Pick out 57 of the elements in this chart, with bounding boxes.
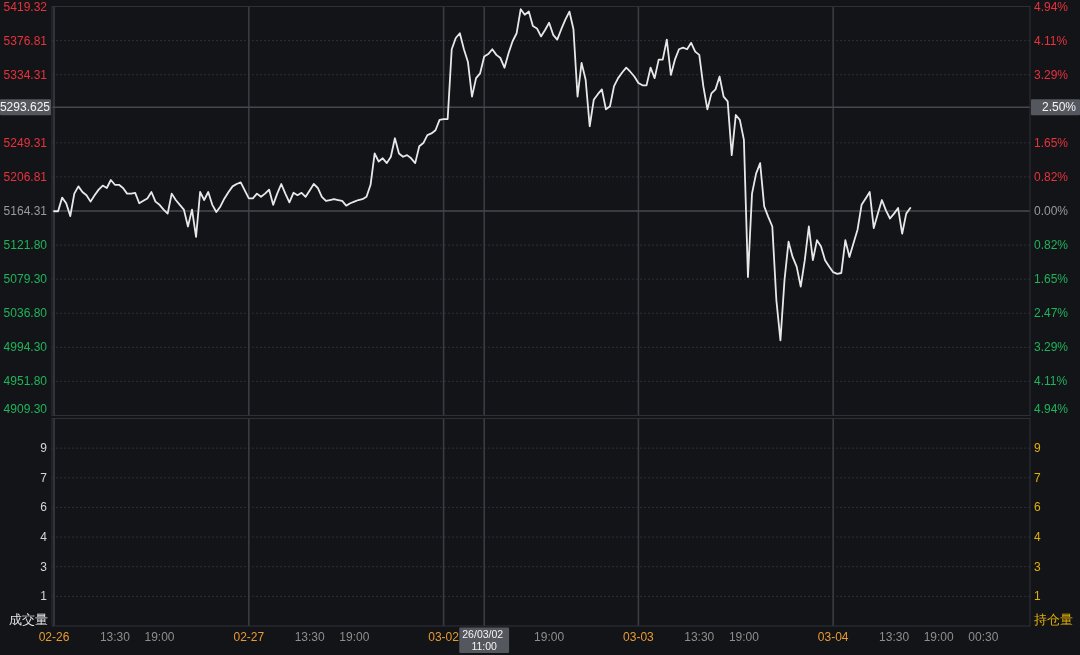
- y-tick-label: 4951.80: [3, 374, 48, 389]
- x-tick-label: 00:30: [968, 629, 999, 644]
- y-tick-label: 4: [40, 530, 48, 545]
- x-tick-label: 13:30: [99, 629, 131, 644]
- y-tick-label: 6: [40, 500, 48, 515]
- y2-tick-label: 0.82%: [1034, 237, 1069, 252]
- y2-axis-title: 持仓量: [1034, 613, 1073, 627]
- x-tick-label: 03-02: [428, 629, 460, 644]
- y2-tick-label: 7: [1034, 470, 1041, 485]
- y2-tick-label: 4: [1034, 530, 1041, 545]
- x-tick-label: 13:30: [294, 629, 326, 644]
- y-tick-label: 5164.31: [3, 204, 48, 218]
- x-tick-label: 03-03: [623, 629, 655, 644]
- y2-tick-label: 3: [1034, 559, 1041, 574]
- y2-tick-label: 6: [1034, 500, 1041, 515]
- y2-tick-label: 0.00%: [1034, 204, 1069, 218]
- y-tick-label: 7: [40, 470, 48, 485]
- x-tick-label: 02-27: [233, 629, 265, 644]
- y-tick-label: 5206.81: [3, 169, 48, 184]
- text: 2.50%: [1041, 100, 1077, 115]
- y2-tick-label: 4.94%: [1034, 402, 1069, 416]
- line-series: [53, 8, 912, 342]
- x-tick-label: 26/03/02 11:00: [462, 628, 507, 652]
- y2-tick-label: 4.94%: [1034, 0, 1069, 14]
- x-tick-label: 19:00: [923, 629, 955, 644]
- x-tick-label: 19:00: [534, 629, 565, 644]
- y-tick-label: 5249.31: [3, 135, 48, 150]
- x-tick-label: 19:00: [728, 629, 760, 644]
- x-tick-label: 13:30: [684, 629, 715, 644]
- y2-tick-label: 1.65%: [1034, 135, 1069, 150]
- y-tick-label: 5079.30: [3, 272, 48, 287]
- y2-tick-label: 1.65%: [1034, 272, 1069, 287]
- y-tick-label: 3: [40, 559, 48, 574]
- y2-tick-label: 0.82%: [1034, 170, 1069, 185]
- y-tick-label: 4909.30: [3, 402, 48, 416]
- y-tick-label: 5036.80: [3, 306, 48, 321]
- x-tick-label: 13:30: [879, 629, 910, 644]
- y-tick-label: 1: [40, 589, 48, 604]
- y2-tick-label: 4.11%: [1034, 374, 1068, 389]
- y2-tick-label: 4.11%: [1034, 33, 1068, 48]
- x-tick-label: 03-04: [817, 629, 849, 644]
- y-tick-label: 5376.81: [3, 33, 48, 48]
- x-tick-label: 02-26: [38, 629, 70, 644]
- ref-line-label: 5293.625: [0, 100, 51, 115]
- x-tick-label: 19:00: [339, 629, 370, 644]
- y-axis-title: 成交量: [9, 612, 48, 627]
- x-tick-label: 19:00: [144, 629, 175, 644]
- y2-tick-label: 9: [1034, 441, 1041, 456]
- y-tick-label: 4994.30: [3, 340, 48, 355]
- y-tick-label: 9: [40, 441, 48, 456]
- y-tick-label: 5121.80: [3, 238, 48, 253]
- y2-tick-label: 3.29%: [1034, 67, 1069, 82]
- y-tick-label: 5334.31: [3, 67, 48, 82]
- y-tick-label: 5419.32: [3, 0, 48, 14]
- y2-tick-label: 1: [1034, 589, 1041, 604]
- y2-tick-label: 3.29%: [1034, 340, 1069, 355]
- y2-tick-label: 2.47%: [1034, 306, 1069, 321]
